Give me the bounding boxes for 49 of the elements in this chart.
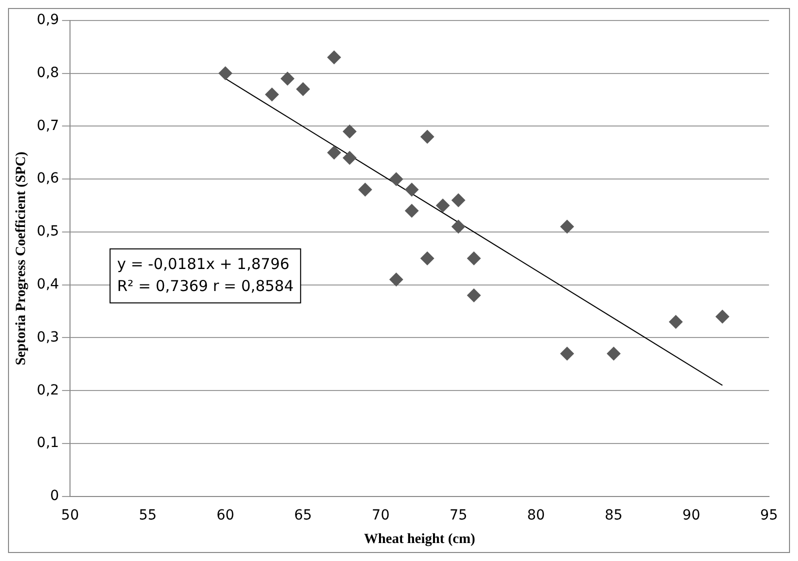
y-tick-label: 0,4 xyxy=(36,276,60,292)
x-axis-title: Wheat height (cm) xyxy=(364,532,476,548)
x-tick-label: 70 xyxy=(372,507,390,524)
point xyxy=(715,310,730,324)
x-tick-label: 60 xyxy=(216,507,234,524)
x-tick-label: 50 xyxy=(61,507,79,524)
y-axis-title: Septoria Progress Coefficient (SPC) xyxy=(14,151,30,366)
x-tick-label: 55 xyxy=(138,507,157,524)
point xyxy=(342,150,357,165)
y-tick-label: 0 xyxy=(50,488,60,504)
point xyxy=(264,87,279,102)
y-tick-label: 0,7 xyxy=(36,118,60,134)
point xyxy=(668,314,683,329)
point xyxy=(327,50,342,64)
point xyxy=(389,272,404,287)
point xyxy=(451,193,466,208)
point xyxy=(280,72,295,86)
x-tick-label: 90 xyxy=(682,507,700,524)
point xyxy=(327,146,342,160)
y-tick-label: 0,2 xyxy=(36,382,60,398)
x-tick-label: 95 xyxy=(760,507,778,524)
point xyxy=(451,220,466,234)
point xyxy=(296,82,310,96)
point xyxy=(342,124,357,138)
point xyxy=(420,130,434,144)
y-tick-label: 0,8 xyxy=(36,64,60,81)
point xyxy=(218,66,232,80)
annotation: R² = 0,7369 r = 0,8584 xyxy=(117,276,294,295)
y-tick-label: 0,1 xyxy=(36,435,60,452)
point xyxy=(404,182,419,197)
x-tick-label: 80 xyxy=(527,507,545,524)
point xyxy=(606,346,621,361)
x-tick-label: 85 xyxy=(604,507,623,524)
point xyxy=(466,251,481,266)
y-tick-label: 0,9 xyxy=(36,12,60,28)
point xyxy=(560,346,574,361)
y-tick-label: 0,3 xyxy=(36,329,60,346)
point xyxy=(436,198,450,213)
point xyxy=(420,251,434,266)
x-tick-label: 65 xyxy=(294,507,312,524)
point xyxy=(560,220,574,234)
x-tick-label: 75 xyxy=(449,507,468,524)
annotation: y = -0,0181x + 1,8796 xyxy=(117,254,290,273)
point xyxy=(466,288,481,302)
y-tick-label: 0,5 xyxy=(36,224,60,240)
point xyxy=(389,172,404,186)
point xyxy=(404,204,419,218)
y-tick-label: 0,6 xyxy=(36,170,60,187)
point xyxy=(358,182,372,197)
